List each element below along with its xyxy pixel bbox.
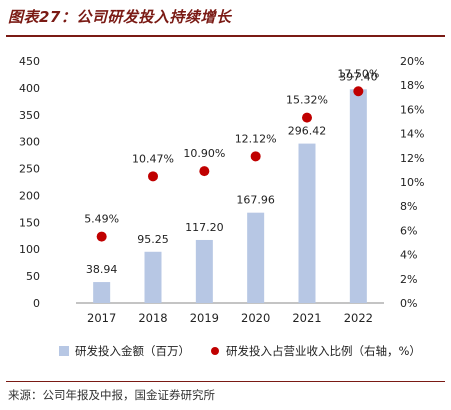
x-tick-label: 2020: [241, 311, 270, 325]
y-right-tick-label: 12%: [400, 152, 424, 165]
footer-divider: [6, 381, 445, 382]
y-right-tick-label: 6%: [400, 224, 417, 237]
ratio-point-2020: [250, 151, 261, 162]
y-left-tick-label: 350: [19, 109, 40, 122]
ratio-value-label: 10.90%: [183, 147, 225, 160]
y-right-tick-label: 16%: [400, 103, 424, 116]
x-tick-label: 2018: [138, 311, 167, 325]
y-left-tick-label: 150: [19, 216, 40, 229]
legend-label-point: 研发投入占营业收入比例（右轴，%）: [226, 344, 421, 358]
bar-2017: [93, 282, 111, 303]
bar-2022: [349, 89, 367, 303]
x-tick-label: 2019: [190, 311, 219, 325]
y-left-tick-label: 250: [19, 163, 40, 176]
ratio-point-2021: [302, 112, 312, 123]
ratio-point-2017: [96, 231, 107, 242]
ratio-value-label: 5.49%: [84, 213, 119, 226]
bar-value-label: 296.42: [288, 125, 327, 138]
ratio-point-2022: [353, 86, 364, 97]
bar-value-label: 38.94: [86, 263, 118, 276]
ratio-value-label: 15.32%: [286, 94, 328, 107]
bar-2020: [247, 212, 265, 303]
x-tick-label: 2017: [87, 311, 116, 325]
source-note: 来源：公司年报及中报，国金证券研究所: [8, 388, 215, 402]
x-tick-label: 2021: [292, 311, 321, 325]
bar-value-label: 117.20: [185, 221, 224, 234]
y-left-tick-label: 300: [19, 136, 40, 149]
ratio-value-label: 10.47%: [132, 152, 174, 165]
x-tick-label: 2022: [344, 311, 373, 325]
bar-value-label: 167.96: [236, 194, 275, 207]
y-left-tick-label: 50: [26, 270, 40, 283]
y-left-tick-label: 450: [19, 55, 40, 68]
legend-swatch-point: [211, 347, 219, 355]
y-right-tick-label: 14%: [400, 128, 424, 141]
bar-value-label: 397.40: [339, 70, 378, 83]
bar-2021: [298, 143, 316, 303]
bar-2018: [144, 251, 162, 303]
ratio-point-2018: [148, 171, 158, 182]
legend-swatch-bar: [59, 346, 69, 356]
y-right-tick-label: 8%: [400, 200, 417, 213]
legend-label-bar: 研发投入金额（百万）: [75, 344, 190, 358]
y-right-tick-label: 0%: [400, 297, 417, 310]
y-right-tick-label: 20%: [400, 55, 424, 68]
y-right-tick-label: 4%: [400, 249, 417, 262]
y-right-tick-label: 10%: [400, 176, 424, 189]
y-left-tick-label: 200: [19, 189, 40, 202]
title-divider: [6, 35, 445, 37]
y-left-tick-label: 0: [33, 297, 40, 310]
y-right-tick-label: 2%: [400, 273, 417, 286]
y-right-tick-label: 18%: [400, 79, 424, 92]
y-left-tick-label: 100: [19, 243, 40, 256]
y-left-tick-label: 400: [19, 82, 40, 95]
ratio-value-label: 17.50%: [337, 67, 379, 80]
bar-2019: [195, 239, 213, 303]
ratio-point-2019: [199, 166, 210, 177]
bar-value-label: 95.25: [137, 233, 169, 246]
figure-title: 图表27：公司研发投入持续增长: [8, 8, 232, 26]
chart-area: 0 50 100 150 200 250 300 350 400 450 0% 2% 4% 6% 8% 10%…: [19, 55, 424, 358]
ratio-value-label: 12.12%: [235, 132, 277, 145]
